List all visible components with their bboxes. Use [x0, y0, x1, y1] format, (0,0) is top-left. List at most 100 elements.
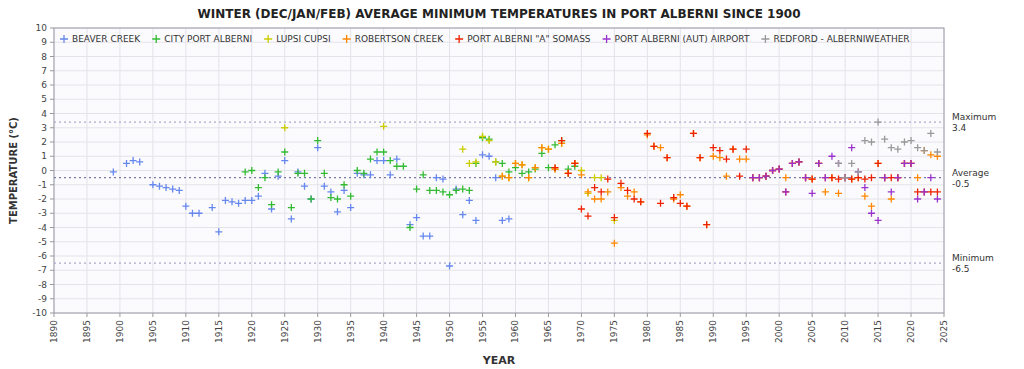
- x-tick-label: 1995: [741, 320, 751, 343]
- legend-item: BEAVER CREEK: [60, 34, 141, 44]
- data-point: [591, 174, 598, 181]
- data-point: [723, 173, 730, 180]
- data-point: [875, 217, 882, 224]
- data-point: [842, 174, 849, 181]
- data-point: [433, 187, 440, 194]
- y-tick-label: 0: [41, 166, 47, 176]
- data-point: [367, 156, 374, 163]
- data-point: [215, 228, 222, 235]
- data-point: [690, 130, 697, 137]
- data-point: [809, 190, 816, 197]
- data-point: [861, 193, 868, 200]
- data-point: [908, 137, 915, 144]
- y-grid-line: [54, 170, 944, 171]
- data-point: [268, 201, 275, 208]
- data-point: [927, 188, 934, 195]
- data-point: [505, 174, 512, 181]
- y-tick: [50, 199, 54, 200]
- data-point: [756, 174, 763, 181]
- data-point: [789, 160, 796, 167]
- data-point: [934, 148, 941, 155]
- data-point: [229, 198, 236, 205]
- x-tick: [911, 313, 912, 317]
- x-tick: [350, 313, 351, 317]
- data-point: [782, 174, 789, 181]
- data-point: [664, 154, 671, 161]
- data-point: [571, 160, 578, 167]
- data-point: [901, 160, 908, 167]
- y-tick-label: -2: [38, 194, 47, 204]
- x-tick: [86, 313, 87, 317]
- data-point: [176, 187, 183, 194]
- y-tick: [50, 28, 54, 29]
- y-tick-label: -10: [32, 308, 47, 318]
- reference-value: -6.5: [952, 264, 970, 274]
- legend-label: PORT ALBERNI (AUT) AIRPORT: [615, 34, 750, 44]
- data-point: [921, 188, 928, 195]
- x-tick: [284, 313, 285, 317]
- reference-line: [54, 121, 944, 122]
- data-point: [894, 174, 901, 181]
- y-grid-line: [54, 99, 944, 100]
- y-tick-label: -6: [38, 251, 47, 261]
- y-tick-label: -7: [38, 265, 47, 275]
- data-point: [802, 174, 809, 181]
- data-point: [809, 176, 816, 183]
- data-point: [617, 180, 624, 187]
- data-point: [248, 167, 255, 174]
- data-point: [611, 214, 618, 221]
- x-tick: [845, 313, 846, 317]
- data-point: [486, 153, 493, 160]
- x-tick-label: 1900: [115, 320, 125, 343]
- reference-name: Minimum: [952, 253, 994, 263]
- data-point: [802, 174, 809, 181]
- data-point: [763, 173, 770, 180]
- data-point: [327, 194, 334, 201]
- data-point: [334, 208, 341, 215]
- y-tick: [50, 256, 54, 257]
- data-point: [868, 203, 875, 210]
- x-tick-label: 1895: [82, 320, 92, 343]
- y-tick-label: -3: [38, 208, 47, 218]
- data-point: [736, 156, 743, 163]
- y-grid-line: [54, 241, 944, 242]
- y-tick: [50, 241, 54, 242]
- data-point: [835, 176, 842, 183]
- legend-item: LUPSI CUPSI: [264, 34, 330, 44]
- y-tick-label: -8: [38, 280, 47, 290]
- data-point: [400, 163, 407, 170]
- data-point: [512, 160, 519, 167]
- data-point: [281, 124, 288, 131]
- grid: [54, 28, 944, 313]
- data-point: [301, 170, 308, 177]
- data-point: [677, 200, 684, 207]
- data-point: [255, 193, 262, 200]
- data-point: [281, 157, 288, 164]
- data-point: [855, 168, 862, 175]
- data-point: [710, 144, 717, 151]
- x-tick-label: 1925: [280, 320, 290, 343]
- data-point: [565, 170, 572, 177]
- x-tick: [449, 313, 450, 317]
- y-tick-label: -5: [38, 237, 47, 247]
- x-tick: [680, 313, 681, 317]
- legend-marker: [60, 35, 68, 43]
- data-point: [558, 137, 565, 144]
- data-point: [921, 188, 928, 195]
- data-point: [624, 187, 631, 194]
- y-tick: [50, 313, 54, 314]
- data-point: [235, 200, 242, 207]
- data-point: [782, 188, 789, 195]
- plot-frame: [54, 28, 944, 313]
- data-point: [914, 188, 921, 195]
- x-tick-label: 1945: [412, 320, 422, 343]
- y-tick: [50, 56, 54, 57]
- y-tick-label: -9: [38, 294, 47, 304]
- data-point: [868, 174, 875, 181]
- data-point: [308, 196, 315, 203]
- x-tick-label: 1935: [346, 320, 356, 343]
- data-point: [591, 196, 598, 203]
- data-point: [525, 174, 532, 181]
- data-point: [842, 174, 849, 181]
- y-tick: [50, 42, 54, 43]
